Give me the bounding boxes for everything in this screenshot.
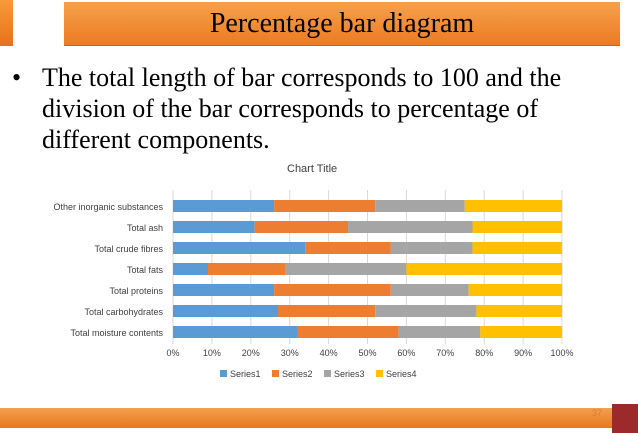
x-tick-label: 90% <box>514 348 532 358</box>
category-label: Total crude fibres <box>94 244 163 254</box>
bar-segment-series3 <box>375 305 477 317</box>
x-tick-label: 70% <box>436 348 454 358</box>
bar-segment-series4 <box>472 242 562 254</box>
footer-corner-block <box>612 404 638 433</box>
category-label: Other inorganic substances <box>53 202 163 212</box>
legend-swatch <box>220 370 227 377</box>
bar-segment-series2 <box>274 284 391 296</box>
bar-segment-series3 <box>390 284 469 296</box>
x-tick-label: 10% <box>203 348 221 358</box>
bar-segment-series3 <box>348 221 473 233</box>
bar-segment-series2 <box>278 305 376 317</box>
legend-label: Series3 <box>334 369 365 379</box>
page-number: 37 <box>592 408 603 418</box>
x-tick-label: 100% <box>550 348 573 358</box>
bar-segment-series4 <box>476 305 562 317</box>
category-label: Total proteins <box>109 286 163 296</box>
footer-bar <box>0 408 638 428</box>
bar-segment-series4 <box>480 326 562 338</box>
x-tick-label: 20% <box>242 348 260 358</box>
title-bar: Percentage bar diagram <box>64 2 620 46</box>
chart-title: Chart Title <box>287 163 338 175</box>
x-tick-label: 50% <box>358 348 376 358</box>
x-tick-label: 30% <box>281 348 299 358</box>
bar-segment-series4 <box>468 284 562 296</box>
x-tick-label: 60% <box>397 348 415 358</box>
category-label: Total moisture contents <box>70 328 163 338</box>
legend-swatch <box>272 370 279 377</box>
bar-segment-series1 <box>173 326 298 338</box>
bar-segment-series3 <box>285 263 407 275</box>
bar-segment-series3 <box>375 200 465 212</box>
bar-segment-series1 <box>173 242 306 254</box>
bullet-text: The total length of bar corresponds to 1… <box>42 63 562 154</box>
slide-title: Percentage bar diagram <box>209 8 475 39</box>
bar-segment-series1 <box>173 221 255 233</box>
bar-segment-series2 <box>274 200 376 212</box>
legend-swatch <box>324 370 331 377</box>
percentage-bar-chart: 0% 10% 20% 30% 40% 50% 60% 70% 80% 90% 100% Other i… <box>53 190 574 379</box>
bullet-symbol: • <box>12 63 22 92</box>
legend-label: Series2 <box>282 369 313 379</box>
bar-segment-series4 <box>406 263 562 275</box>
category-label: Total fats <box>127 265 164 275</box>
legend-label: Series4 <box>386 369 417 379</box>
bar-segment-series1 <box>173 284 275 296</box>
legend-label: Series1 <box>230 369 261 379</box>
bar-segment-series2 <box>208 263 286 275</box>
bar-segment-series3 <box>398 326 481 338</box>
bar-segment-series4 <box>464 200 562 212</box>
x-tick-label: 0% <box>166 348 179 358</box>
bar-segment-series1 <box>173 305 279 317</box>
category-label: Total ash <box>127 223 163 233</box>
x-tick-label: 40% <box>320 348 338 358</box>
bar-segment-series4 <box>472 221 562 233</box>
x-tick-label: 80% <box>475 348 493 358</box>
legend-swatch <box>376 370 383 377</box>
corner-accent-block <box>0 0 13 46</box>
bar-segment-series3 <box>390 242 473 254</box>
bar-segment-series1 <box>173 200 275 212</box>
bar-segment-series2 <box>297 326 399 338</box>
category-label: Total carbohydrates <box>84 307 163 317</box>
bar-segment-series2 <box>254 221 349 233</box>
bar-segment-series1 <box>173 263 209 275</box>
bar-segment-series2 <box>305 242 391 254</box>
